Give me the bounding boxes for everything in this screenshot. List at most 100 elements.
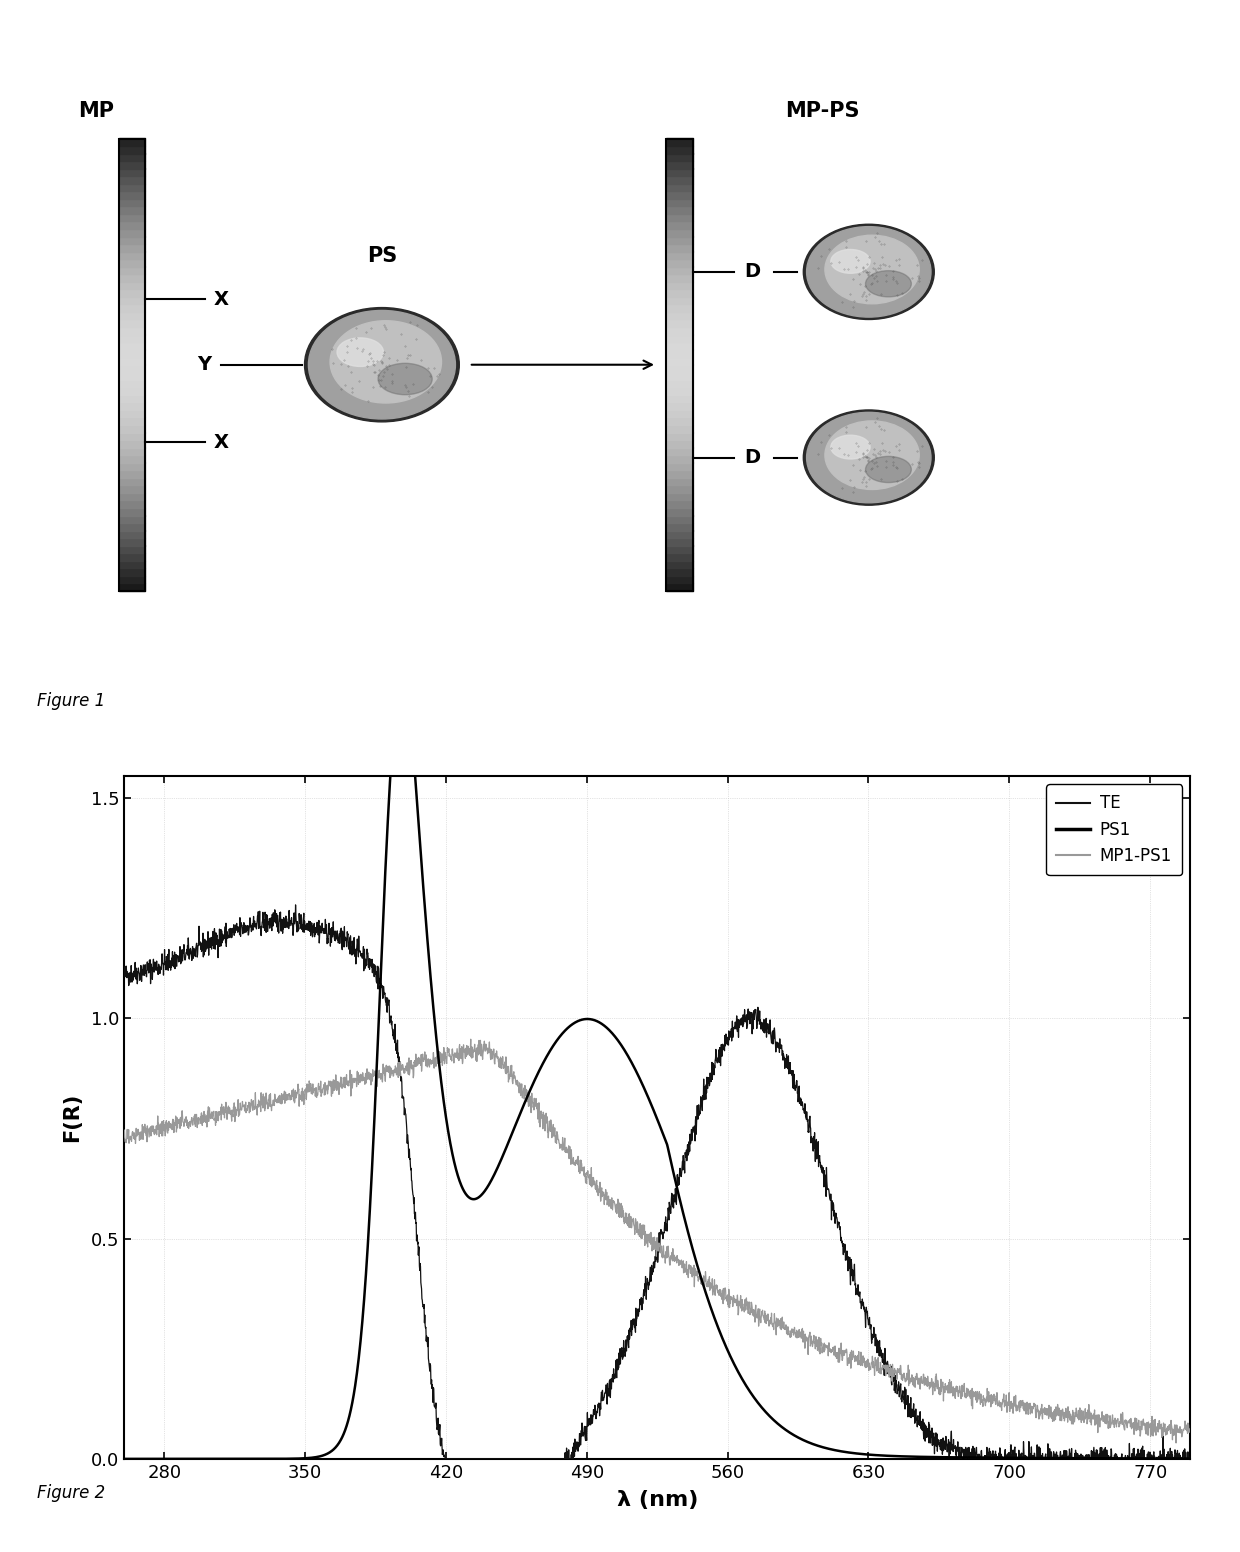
Bar <box>119 531 145 539</box>
Bar <box>666 199 693 206</box>
Bar <box>119 236 145 244</box>
Bar <box>119 365 145 372</box>
Bar <box>666 380 693 388</box>
Bar <box>119 372 145 380</box>
PS1 <box>1193 1450 1208 1468</box>
MP1-PS1 <box>1172 1423 1187 1442</box>
Y-axis label: F(R): F(R) <box>62 1093 82 1142</box>
Bar <box>119 183 145 191</box>
Bar <box>119 206 145 214</box>
Bar <box>119 334 145 341</box>
MP1-PS1 <box>239 1100 254 1119</box>
Bar <box>119 478 145 486</box>
Bar <box>119 380 145 388</box>
Bar <box>666 161 693 169</box>
Ellipse shape <box>337 338 383 366</box>
TE <box>304 914 319 933</box>
TE <box>577 1419 591 1437</box>
Bar <box>666 394 693 402</box>
Bar <box>666 402 693 410</box>
Bar <box>666 455 693 462</box>
Bar <box>666 281 693 289</box>
TE <box>1056 1442 1071 1460</box>
Bar <box>119 304 145 312</box>
Bar <box>119 327 145 335</box>
Bar <box>666 244 693 251</box>
Ellipse shape <box>330 321 441 404</box>
Bar <box>666 425 693 433</box>
MP1-PS1 <box>304 1074 319 1093</box>
Ellipse shape <box>309 310 455 419</box>
MP1-PS1 <box>577 1166 591 1184</box>
Bar <box>119 222 145 230</box>
Text: PS: PS <box>367 245 397 265</box>
Bar <box>119 500 145 508</box>
Bar <box>666 576 693 584</box>
Line: MP1-PS1: MP1-PS1 <box>124 1040 1200 1445</box>
Bar <box>119 470 145 478</box>
MP1-PS1 <box>1184 1436 1199 1454</box>
MP1-PS1 <box>529 1094 544 1113</box>
Bar <box>119 214 145 222</box>
PS1 <box>1172 1450 1187 1468</box>
Bar <box>119 492 145 500</box>
Bar <box>119 402 145 410</box>
Line: PS1: PS1 <box>124 655 1200 1459</box>
Bar <box>666 539 693 546</box>
PS1 <box>529 1066 544 1085</box>
Bar <box>119 508 145 515</box>
Bar <box>666 334 693 341</box>
Bar <box>666 417 693 425</box>
Bar <box>666 296 693 304</box>
Bar <box>666 584 693 591</box>
Bar <box>119 312 145 320</box>
Bar <box>666 470 693 478</box>
Line: TE: TE <box>124 905 1200 1459</box>
Bar <box>119 138 145 591</box>
Ellipse shape <box>378 363 433 394</box>
Bar <box>119 175 145 183</box>
Bar <box>119 394 145 402</box>
Bar <box>666 508 693 515</box>
MP1-PS1 <box>464 1031 479 1049</box>
TE <box>438 1450 453 1468</box>
Bar <box>666 228 693 236</box>
Bar <box>666 462 693 470</box>
Bar <box>119 191 145 199</box>
Bar <box>119 568 145 576</box>
Bar <box>666 447 693 455</box>
Bar <box>119 161 145 169</box>
Bar <box>119 386 145 394</box>
Bar <box>119 433 145 441</box>
Bar <box>666 312 693 320</box>
TE <box>239 917 254 936</box>
Bar <box>666 259 693 267</box>
Text: Figure 1: Figure 1 <box>37 692 105 711</box>
Bar <box>119 320 145 327</box>
Bar <box>666 206 693 214</box>
Bar <box>666 349 693 357</box>
Ellipse shape <box>804 223 934 320</box>
Bar <box>666 515 693 523</box>
Bar <box>666 289 693 296</box>
Bar <box>119 417 145 425</box>
X-axis label: λ (nm): λ (nm) <box>616 1490 698 1510</box>
Bar <box>666 410 693 417</box>
PS1 <box>398 646 413 664</box>
Ellipse shape <box>825 236 919 304</box>
Bar <box>666 545 693 553</box>
Bar <box>666 492 693 500</box>
Bar <box>119 447 145 455</box>
Bar <box>666 523 693 531</box>
Bar <box>666 341 693 349</box>
TE <box>1193 1450 1208 1468</box>
Bar <box>119 349 145 357</box>
Bar <box>666 568 693 576</box>
Bar <box>119 251 145 259</box>
Text: MP-PS: MP-PS <box>785 101 859 121</box>
Bar <box>666 138 693 591</box>
Ellipse shape <box>305 307 459 422</box>
Bar <box>119 169 145 177</box>
Ellipse shape <box>866 456 911 483</box>
Bar <box>119 289 145 296</box>
